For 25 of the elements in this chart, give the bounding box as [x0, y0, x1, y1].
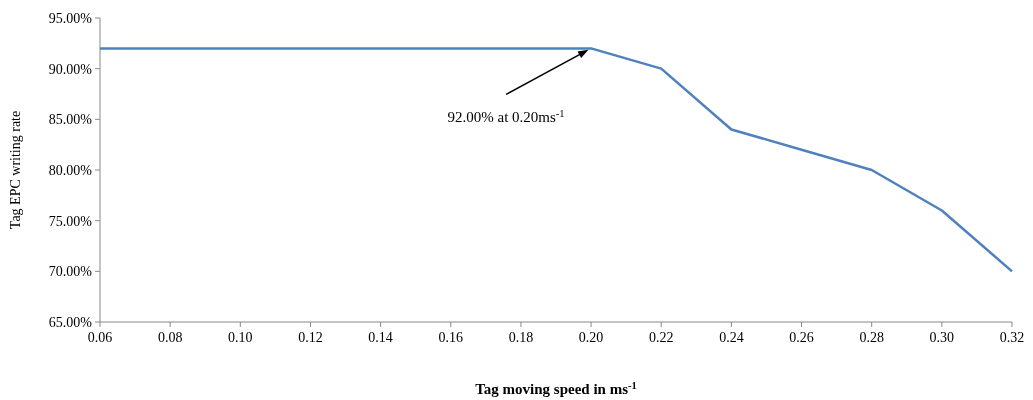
y-tick-label: 80.00%	[48, 163, 93, 178]
x-tick-label: 0.06	[87, 330, 113, 345]
y-tick-label: 95.00%	[48, 11, 93, 26]
x-tick-label: 0.10	[228, 330, 253, 345]
x-axis-title: Tag moving speed in ms$^{-1}$	[475, 379, 637, 397]
x-tick-label: 0.14	[368, 330, 393, 345]
x-tick-label: 0.24	[719, 330, 744, 345]
x-tick-label: 0.32	[999, 330, 1025, 345]
y-axis-title: Tag EPC writing rate	[8, 110, 23, 230]
x-tick-label: 0.18	[508, 330, 534, 345]
x-tick-label: 0.12	[298, 330, 323, 345]
y-tick-label: 65.00%	[48, 315, 93, 330]
x-tick-label: 0.30	[929, 330, 955, 345]
y-tick-label: 70.00%	[48, 264, 93, 280]
x-tick-label: 0.26	[789, 330, 814, 345]
x-tick-label: 0.22	[648, 330, 674, 345]
x-tick-label: 0.16	[438, 330, 464, 345]
x-tick-label: 0.20	[578, 330, 604, 345]
y-tick-label: 75.00%	[48, 213, 93, 229]
line-series	[98, 47, 1014, 273]
y-tick-label: 85.00%	[48, 112, 93, 128]
x-tick-label: 0.08	[157, 330, 183, 345]
y-tick-label: 90.00%	[48, 61, 93, 77]
x-tick-label: 0.28	[859, 330, 884, 345]
annotation: 92.00% at 0.20ms$^{-1}$	[447, 107, 565, 126]
